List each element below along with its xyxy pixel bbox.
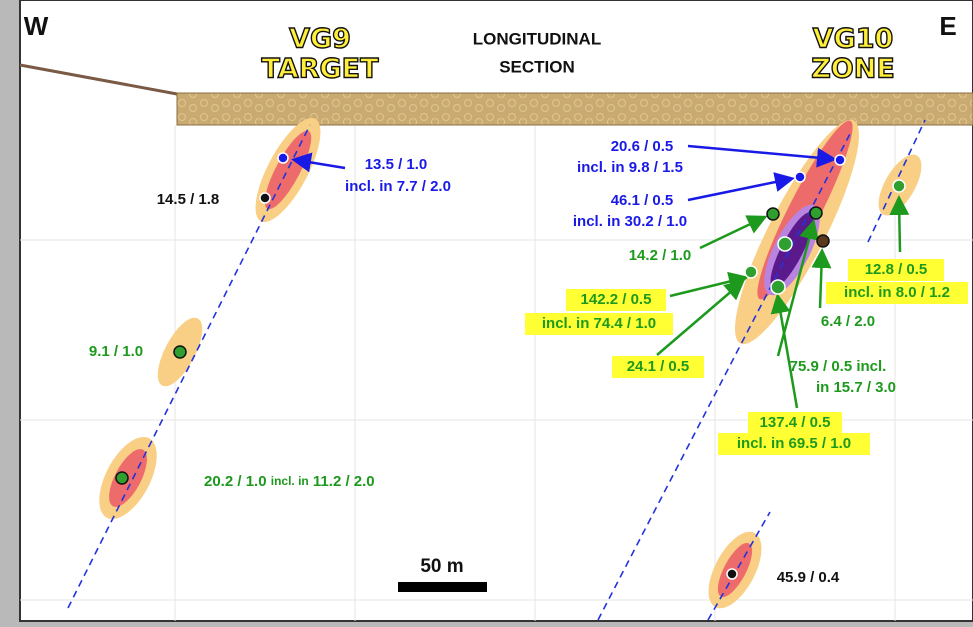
frame-edge xyxy=(0,0,20,627)
intercept-label: 6.4 / 2.0 xyxy=(821,313,875,330)
intercept-label: 14.5 / 1.8 xyxy=(157,191,220,208)
vg9-title: VG9 xyxy=(289,24,351,55)
intercept-label: 14.2 / 1.0 xyxy=(629,247,692,264)
intercept-label: incl. in 74.4 / 1.0 xyxy=(542,315,656,332)
intercept-label: incl. in 69.5 / 1.0 xyxy=(737,435,851,452)
east-label: E xyxy=(939,11,956,41)
intercept-label: 45.9 / 0.4 xyxy=(777,569,840,586)
section-diagram: W E VG9 TARGET LONGITUDINAL SECTION VG10… xyxy=(0,0,973,627)
intercept-label: incl. in 8.0 / 1.2 xyxy=(844,284,950,301)
overburden xyxy=(177,93,973,125)
vg10-title: VG10 xyxy=(813,24,894,55)
vg9-title: TARGET xyxy=(261,54,379,85)
west-label: W xyxy=(24,11,49,41)
intercept-label: 12.8 / 0.5 xyxy=(865,261,928,278)
intercept-label: 9.1 / 1.0 xyxy=(89,343,143,360)
scale-label: 50 m xyxy=(420,556,463,577)
intercept-label: 13.5 / 1.0 xyxy=(365,156,428,173)
scale-bar xyxy=(398,582,487,592)
intercept-label: 75.9 / 0.5 incl. xyxy=(790,358,887,375)
section-title: SECTION xyxy=(499,57,575,76)
intercept-note: incl. in xyxy=(271,474,309,488)
intercept-label: 20.6 / 0.5 xyxy=(611,138,674,155)
intercept-label: 137.4 / 0.5 xyxy=(760,414,831,431)
intercept-label: 46.1 / 0.5 xyxy=(611,192,674,209)
intercept-label: incl. in 7.7 / 2.0 xyxy=(345,178,451,195)
intercept-label: incl. in 30.2 / 1.0 xyxy=(573,213,687,230)
intercept-value: 11.2 / 2.0 xyxy=(313,473,375,490)
intercept-value: 20.2 / 1.0 xyxy=(204,473,267,490)
intercept-label: 20.2 / 1.0 incl. in 11.2 / 2.0 xyxy=(204,473,375,490)
intercept-label: 142.2 / 0.5 xyxy=(581,291,652,308)
section-title: LONGITUDINAL xyxy=(473,29,601,48)
intercept-label: 24.1 / 0.5 xyxy=(627,358,690,375)
intercept-label: in 15.7 / 3.0 xyxy=(816,379,896,396)
vg10-title: ZONE xyxy=(811,54,895,85)
intercept-label: incl. in 9.8 / 1.5 xyxy=(577,159,683,176)
